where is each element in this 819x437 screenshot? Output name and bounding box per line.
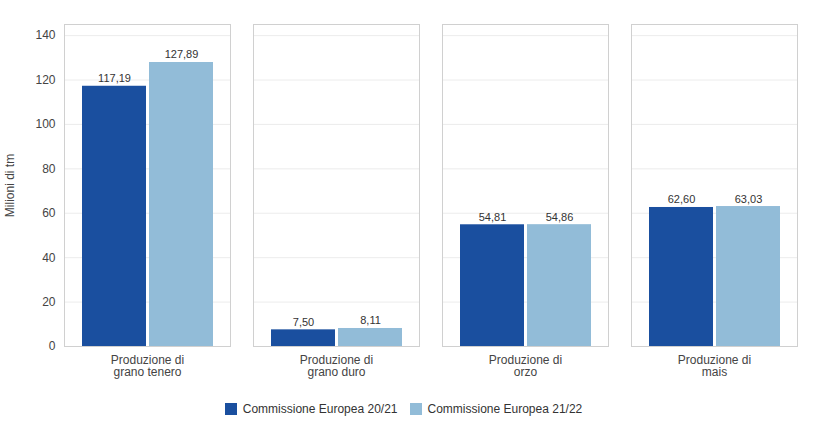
svg-text:63,03: 63,03 [735,193,763,205]
svg-text:120: 120 [35,73,55,87]
svg-text:0: 0 [49,339,56,353]
svg-text:7,50: 7,50 [293,316,314,328]
svg-text:80: 80 [42,162,56,176]
html-text:Commissione Europea 20/21: Commissione Europea 20/21 [242,401,398,416]
svg-text:Produzione diorzo: Produzione diorzo [489,353,562,379]
svg-text:8,11: 8,11 [360,314,381,326]
svg-text:Milioni di tm: Milioni di tm [3,154,17,217]
svg-text:20: 20 [42,295,56,309]
svg-text:60: 60 [42,206,56,220]
svg-text:117,19: 117,19 [98,72,131,84]
html-text:Commissione Europea 21/22: Commissione Europea 21/22 [427,401,583,416]
svg-text:Produzione dimais: Produzione dimais [678,353,751,379]
svg-text:54,81: 54,81 [479,211,507,223]
svg-text:127,89: 127,89 [165,48,199,60]
svg-text:62,60: 62,60 [668,193,696,205]
svg-text:Produzione digrano duro: Produzione digrano duro [300,353,373,379]
svg-text:40: 40 [42,251,56,265]
svg-text:Produzione digrano tenero: Produzione digrano tenero [111,353,184,379]
svg-text:140: 140 [35,28,55,42]
svg-text:54,86: 54,86 [546,211,574,223]
svg-text:100: 100 [35,117,55,131]
